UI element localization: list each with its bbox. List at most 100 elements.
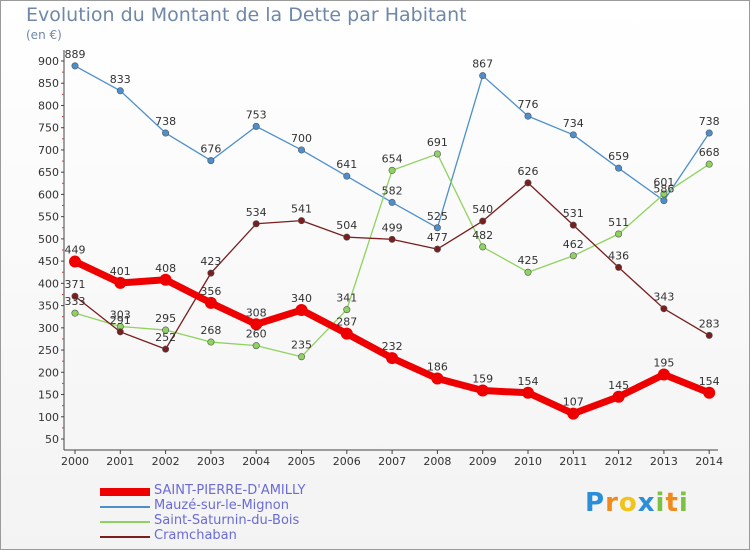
data-point (116, 328, 124, 336)
x-tick-label: 2001 (106, 455, 134, 468)
x-tick-label: 2007 (378, 455, 406, 468)
data-point (71, 292, 79, 300)
data-label: 425 (518, 254, 539, 267)
data-point (71, 309, 79, 317)
data-point (524, 112, 532, 120)
axes: 50 100 150 200 250 300 350 400 450 500 550 600 650 70… (38, 50, 723, 468)
data-labels: 889 833 738 676 753 700 641 582 525 867 776 734 659 5… (65, 48, 720, 409)
data-point (433, 150, 441, 158)
data-point (116, 87, 124, 95)
data-label: 691 (427, 136, 448, 149)
data-label: 260 (246, 328, 267, 341)
data-label: 534 (246, 206, 267, 219)
data-label: 436 (608, 249, 629, 262)
x-tick-label: 2011 (559, 455, 587, 468)
data-point (388, 198, 396, 206)
data-label: 252 (155, 331, 176, 344)
data-point (660, 197, 668, 205)
data-label: 195 (653, 357, 674, 370)
y-tick-label: 100 (38, 411, 59, 424)
data-label: 482 (472, 229, 493, 242)
data-point (660, 305, 668, 313)
data-label: 462 (563, 238, 584, 251)
data-point (297, 353, 305, 361)
data-point (479, 72, 487, 80)
x-tick-label: 2010 (514, 455, 542, 468)
data-point (252, 122, 260, 130)
logo-letter: o (618, 488, 638, 518)
x-tick-label: 2008 (423, 455, 451, 468)
legend-swatch (100, 536, 150, 538)
data-point (524, 179, 532, 187)
data-label: 776 (518, 98, 539, 111)
chart-unit: (en €) (26, 28, 62, 42)
y-tick-label: 800 (38, 99, 59, 112)
data-point (207, 338, 215, 346)
data-point (569, 252, 577, 260)
data-label: 867 (472, 58, 493, 71)
data-label: 287 (336, 316, 357, 329)
data-point (612, 390, 625, 403)
data-point (703, 386, 716, 399)
data-label: 371 (65, 278, 86, 291)
legend-swatch (100, 506, 150, 508)
data-point (207, 157, 215, 165)
data-label: 145 (608, 379, 629, 392)
data-point (162, 129, 170, 137)
data-label: 641 (336, 158, 357, 171)
data-label: 654 (382, 152, 403, 165)
y-tick-label: 850 (38, 77, 59, 90)
data-point (615, 164, 623, 172)
data-label: 333 (65, 295, 86, 308)
y-tick-label: 900 (38, 55, 59, 68)
data-point (295, 304, 308, 317)
data-label: 408 (155, 262, 176, 275)
data-label: 401 (110, 265, 131, 278)
data-label: 540 (472, 203, 493, 216)
data-label: 525 (427, 210, 448, 223)
logo-letter: P (585, 488, 606, 518)
x-tick-label: 2003 (197, 455, 225, 468)
data-point (340, 327, 353, 340)
y-tick-label: 550 (38, 211, 59, 224)
data-label: 626 (518, 165, 539, 178)
proxiti-logo: Proxiti (585, 488, 689, 518)
x-tick-label: 2013 (650, 455, 678, 468)
data-label: 541 (291, 203, 312, 216)
data-point (388, 235, 396, 243)
y-tick-label: 500 (38, 233, 59, 246)
data-point (297, 146, 305, 154)
y-tick-label: 150 (38, 389, 59, 402)
legend-swatch (100, 488, 150, 496)
legend-label: Mauzé-sur-le-Mignon (154, 498, 289, 513)
data-label: 586 (653, 183, 674, 196)
data-label: 154 (699, 375, 720, 388)
x-tick-label: 2009 (469, 455, 497, 468)
legend-label: Cramchaban (154, 528, 237, 543)
logo-letter: i (655, 488, 666, 518)
data-label: 107 (563, 396, 584, 409)
data-point (252, 342, 260, 350)
data-label: 477 (427, 231, 448, 244)
series-layer (69, 62, 716, 420)
data-point (569, 221, 577, 229)
data-point (386, 352, 399, 365)
data-point (114, 276, 127, 289)
data-point (204, 296, 217, 309)
data-point (431, 372, 444, 385)
data-point (250, 318, 263, 331)
y-tick-label: 700 (38, 144, 59, 157)
data-label: 659 (608, 150, 629, 163)
data-point (705, 129, 713, 137)
y-tick-label: 600 (38, 188, 59, 201)
data-label: 186 (427, 361, 448, 374)
data-label: 341 (336, 292, 357, 305)
y-tick-label: 750 (38, 122, 59, 135)
legend-label: Saint-Saturnin-du-Bois (154, 513, 300, 528)
chart-title: Evolution du Montant de la Dette par Hab… (26, 4, 467, 26)
data-point (343, 306, 351, 314)
data-point (615, 230, 623, 238)
logo-letter: r (605, 488, 619, 518)
